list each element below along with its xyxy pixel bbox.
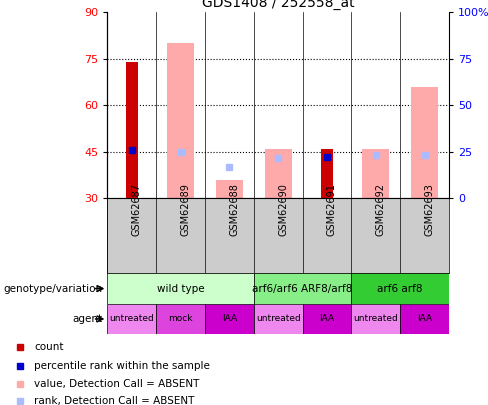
Text: GSM62692: GSM62692	[376, 183, 386, 236]
Text: IAA: IAA	[222, 314, 237, 324]
Bar	[107, 304, 156, 334]
Text: GSM62691: GSM62691	[327, 183, 337, 236]
Bar	[351, 273, 449, 304]
Bar	[107, 273, 254, 304]
Text: IAA: IAA	[417, 314, 432, 324]
Bar	[351, 304, 400, 334]
Text: GSM62688: GSM62688	[229, 183, 239, 236]
Text: IAA: IAA	[320, 314, 334, 324]
Text: wild type: wild type	[157, 284, 204, 294]
Bar	[321, 149, 333, 198]
Bar	[216, 180, 243, 198]
Text: rank, Detection Call = ABSENT: rank, Detection Call = ABSENT	[34, 396, 195, 405]
Text: count: count	[34, 342, 63, 352]
Text: arf6 arf8: arf6 arf8	[377, 284, 423, 294]
Bar	[205, 304, 254, 334]
Bar	[400, 304, 449, 334]
Bar	[265, 149, 292, 198]
Bar	[156, 304, 205, 334]
Text: GSM62693: GSM62693	[425, 183, 434, 236]
Text: GSM62690: GSM62690	[278, 183, 288, 236]
Bar	[167, 43, 194, 198]
Text: genotype/variation: genotype/variation	[3, 284, 102, 294]
Text: untreated: untreated	[109, 314, 154, 324]
Bar	[303, 304, 351, 334]
Text: arf6/arf6 ARF8/arf8: arf6/arf6 ARF8/arf8	[252, 284, 353, 294]
Bar	[411, 87, 438, 198]
Bar	[254, 273, 351, 304]
Text: untreated: untreated	[353, 314, 398, 324]
Title: GDS1408 / 252558_at: GDS1408 / 252558_at	[202, 0, 354, 10]
Text: mock: mock	[168, 314, 193, 324]
Text: GSM62687: GSM62687	[132, 183, 142, 236]
Text: agent: agent	[72, 314, 102, 324]
Text: value, Detection Call = ABSENT: value, Detection Call = ABSENT	[34, 379, 200, 389]
Bar	[126, 62, 138, 198]
Text: percentile rank within the sample: percentile rank within the sample	[34, 361, 210, 371]
Bar	[362, 149, 389, 198]
Bar	[254, 304, 303, 334]
Text: GSM62689: GSM62689	[181, 183, 190, 236]
Text: untreated: untreated	[256, 314, 301, 324]
